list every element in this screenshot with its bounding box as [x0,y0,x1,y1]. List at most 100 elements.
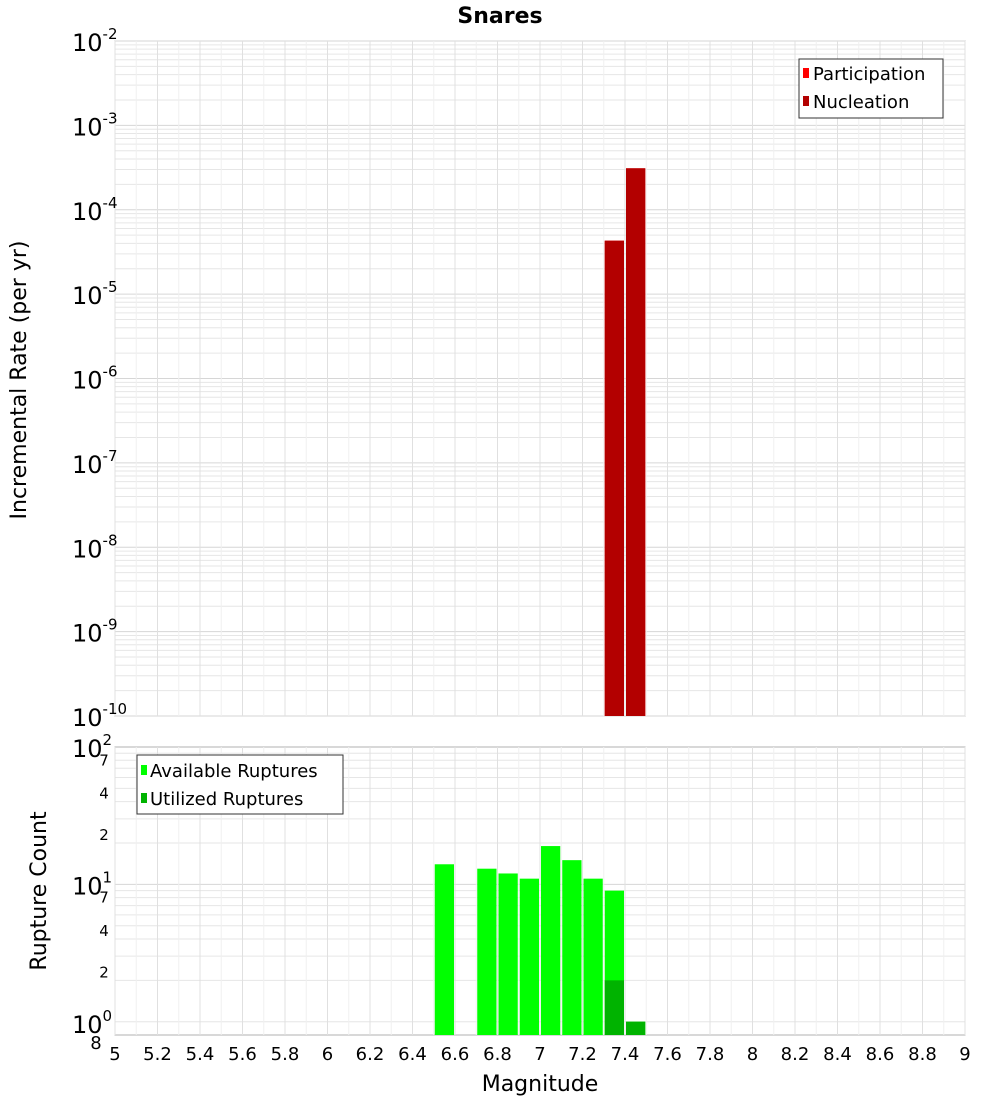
magnitude-x-tick-label: 8 [747,1044,758,1065]
available-ruptures-bar [477,868,497,1035]
available-legend-swatch [141,765,147,775]
available-ruptures-bar [541,846,561,1035]
rate-y-tick-base: 10 [72,113,103,141]
count-y-minor-tick-label: 7 [99,751,109,769]
rate-y-tick-label: 10-4 [72,194,118,226]
count-legend: Available Ruptures Utilized Ruptures [136,754,344,815]
available-ruptures-bar [583,878,603,1035]
rate-y-tick-base: 10 [72,198,103,226]
rate-y-tick-label: 10-10 [72,700,127,732]
magnitude-x-tick-label: 5.2 [143,1044,172,1065]
rate-y-tick-exponent: -9 [103,616,118,634]
available-ruptures-bar [519,878,539,1035]
participation-legend-label: Participation [813,64,925,85]
count-grid [114,747,966,1035]
count-y-minor-tick-label: 7 [99,889,109,907]
rate-y-tick-exponent: -8 [103,531,118,549]
rate-legend-box [798,58,944,119]
available-ruptures-bar [498,873,518,1035]
count-y-tick-label: 102 [72,731,112,763]
x-axis-label: Magnitude [482,1072,599,1097]
count-y-tick-base: 10 [72,872,103,900]
nucleation-legend-swatch [803,96,809,106]
nucleation-bar [604,240,624,717]
available-legend-label: Available Ruptures [150,761,318,782]
count-y-minor-tick-label: 4 [99,785,109,803]
count-y-tick-label: 100 [72,1007,112,1039]
magnitude-x-tick-label: 5.6 [228,1044,257,1065]
magnitude-x-tick-label: 6 [322,1044,333,1065]
rate-y-tick-label: 10-2 [72,25,118,57]
magnitude-x-tick-label: 7.6 [653,1044,682,1065]
magnitude-x-tick-label: 6.2 [356,1044,385,1065]
magnitude-x-ticks: 5 5.2 5.4 5.6 5.8 6 6.2 6.4 6.6 6.8 7 7.2 7.4 7.6 7.8 8… [109,1044,970,1065]
rate-y-tick-base: 10 [72,367,103,395]
magnitude-x-tick-label: 6.4 [398,1044,427,1065]
magnitude-x-tick-label: 9 [959,1044,970,1065]
count-y-minor-tick-label: 2 [99,963,109,981]
rate-panel: 10-210-310-410-510-610-710-810-910-10 In… [7,25,966,732]
rate-y-tick-label: 10-7 [72,447,118,479]
rate-y-tick-exponent: -3 [103,109,118,127]
rate-y-tick-exponent: -6 [103,363,118,381]
rate-y-tick-label: 10-8 [72,531,118,563]
utilized-ruptures-bar [604,980,624,1035]
rate-y-tick-base: 10 [72,535,103,563]
magnitude-x-tick-label: 7.2 [568,1044,597,1065]
rate-y-tick-label: 10-6 [72,363,118,395]
rate-grid [114,40,966,717]
utilized-ruptures-bar [626,1021,646,1035]
magnitude-x-tick-label: 7.4 [611,1044,640,1065]
count-y-tick-exponent: 0 [103,1007,113,1025]
nucleation-legend-label: Nucleation [813,92,909,113]
magnitude-x-tick-label: 6.8 [483,1044,512,1065]
rate-y-tick-exponent: -10 [103,700,128,718]
magnitude-x-tick-label: 8.2 [781,1044,810,1065]
count-y-tick-exponent: 2 [103,731,113,749]
rate-y-tick-exponent: -5 [103,278,118,296]
magnitude-x-tick-label: 5.4 [186,1044,215,1065]
count-y-axis-label: Rupture Count [27,811,52,971]
rate-y-tick-exponent: -2 [103,25,118,43]
utilized-legend-label: Utilized Ruptures [150,789,303,810]
magnitude-x-tick-label: 8.6 [866,1044,895,1065]
utilized-legend-swatch [141,793,147,803]
rate-y-tick-exponent: -4 [103,194,118,212]
count-bars [434,846,646,1035]
rate-y-tick-base: 10 [72,451,103,479]
rate-legend: Participation Nucleation [798,58,944,119]
rate-y-tick-label: 10-5 [72,278,118,310]
magnitude-x-tick-label: 7.8 [696,1044,725,1065]
rate-y-tick-base: 10 [72,282,103,310]
count-y-tick-exponent: 1 [103,868,113,886]
rate-y-tick-base: 10 [72,620,103,648]
chart-title: Snares [457,4,542,29]
rate-y-tick-label: 10-3 [72,109,118,141]
count-y-tick-base: 10 [72,1011,103,1039]
rate-y-tick-label: 10-9 [72,616,118,648]
magnitude-x-tick-label: 5 [109,1044,120,1065]
count-legend-box [136,754,344,815]
count-y-tick-label: 101 [72,868,112,900]
rate-y-tick-base: 10 [72,704,103,732]
magnitude-x-tick-label: 8.8 [908,1044,937,1065]
magnitude-x-tick-label: 8.4 [823,1044,852,1065]
magnitude-x-tick-label: 5.8 [271,1044,300,1065]
count-y-tick-base: 10 [72,735,103,763]
rate-y-axis-label: Incremental Rate (per yr) [7,241,32,520]
count-y-minor-tick-label: 8 [90,1033,101,1054]
rate-y-ticks: 10-210-310-410-510-610-710-810-910-10 [72,25,127,732]
magnitude-x-tick-label: 6.6 [441,1044,470,1065]
magnitude-x-tick-label: 7 [534,1044,545,1065]
rate-y-tick-exponent: -7 [103,447,118,465]
count-y-minor-tick-label: 2 [99,826,109,844]
rate-bars [604,168,646,717]
nucleation-bar [626,168,646,716]
participation-legend-swatch [803,68,809,78]
count-y-minor-tick-label: 4 [99,922,109,940]
available-ruptures-bar [434,864,454,1035]
available-ruptures-bar [562,860,582,1035]
